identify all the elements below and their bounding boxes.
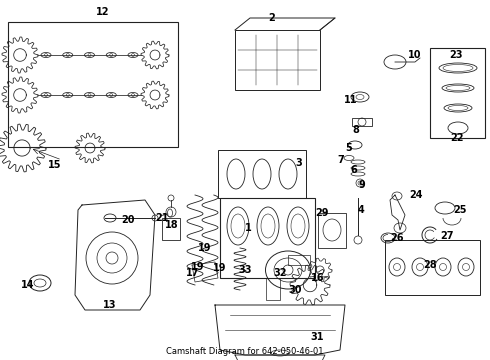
Text: 4: 4 — [358, 205, 365, 215]
Bar — [218, 150, 306, 198]
Text: 27: 27 — [440, 231, 454, 241]
Text: 11: 11 — [344, 95, 358, 105]
Text: 26: 26 — [390, 233, 403, 243]
Text: 25: 25 — [453, 205, 466, 215]
Text: 18: 18 — [165, 220, 179, 230]
Text: 32: 32 — [273, 268, 287, 278]
Text: 33: 33 — [238, 265, 252, 275]
Text: 14: 14 — [21, 280, 35, 290]
Text: 8: 8 — [352, 125, 359, 135]
Text: 19: 19 — [198, 243, 212, 253]
Text: 19: 19 — [213, 263, 227, 273]
Text: 31: 31 — [310, 332, 324, 342]
Bar — [235, 30, 320, 90]
Text: 3: 3 — [295, 158, 302, 168]
Bar — [220, 198, 315, 278]
Text: 17: 17 — [186, 268, 200, 278]
Text: 7: 7 — [337, 155, 344, 165]
Bar — [385, 240, 480, 295]
Text: 13: 13 — [103, 300, 117, 310]
Bar — [8, 22, 178, 147]
Text: 2: 2 — [268, 13, 275, 23]
Text: 1: 1 — [245, 223, 252, 233]
Text: Camshaft Diagram for 642-050-46-01: Camshaft Diagram for 642-050-46-01 — [166, 347, 324, 356]
Text: 24: 24 — [409, 190, 422, 200]
Text: 22: 22 — [450, 133, 464, 143]
Bar — [266, 278, 280, 300]
Text: 23: 23 — [449, 50, 463, 60]
Bar — [430, 48, 485, 138]
Bar — [288, 255, 310, 265]
Text: 20: 20 — [121, 215, 135, 225]
Text: 21: 21 — [155, 213, 169, 223]
Text: 9: 9 — [358, 180, 365, 190]
Text: 5: 5 — [345, 143, 352, 153]
Text: 12: 12 — [96, 7, 110, 17]
Text: 15: 15 — [48, 160, 62, 170]
Text: 30: 30 — [288, 285, 302, 295]
Text: 29: 29 — [315, 208, 328, 218]
Text: 16: 16 — [311, 273, 325, 283]
Text: 28: 28 — [423, 260, 437, 270]
Text: 10: 10 — [408, 50, 421, 60]
Text: 6: 6 — [350, 165, 357, 175]
Bar — [352, 118, 372, 126]
Bar — [318, 213, 346, 248]
Bar — [162, 218, 180, 240]
Text: 19: 19 — [191, 262, 205, 272]
